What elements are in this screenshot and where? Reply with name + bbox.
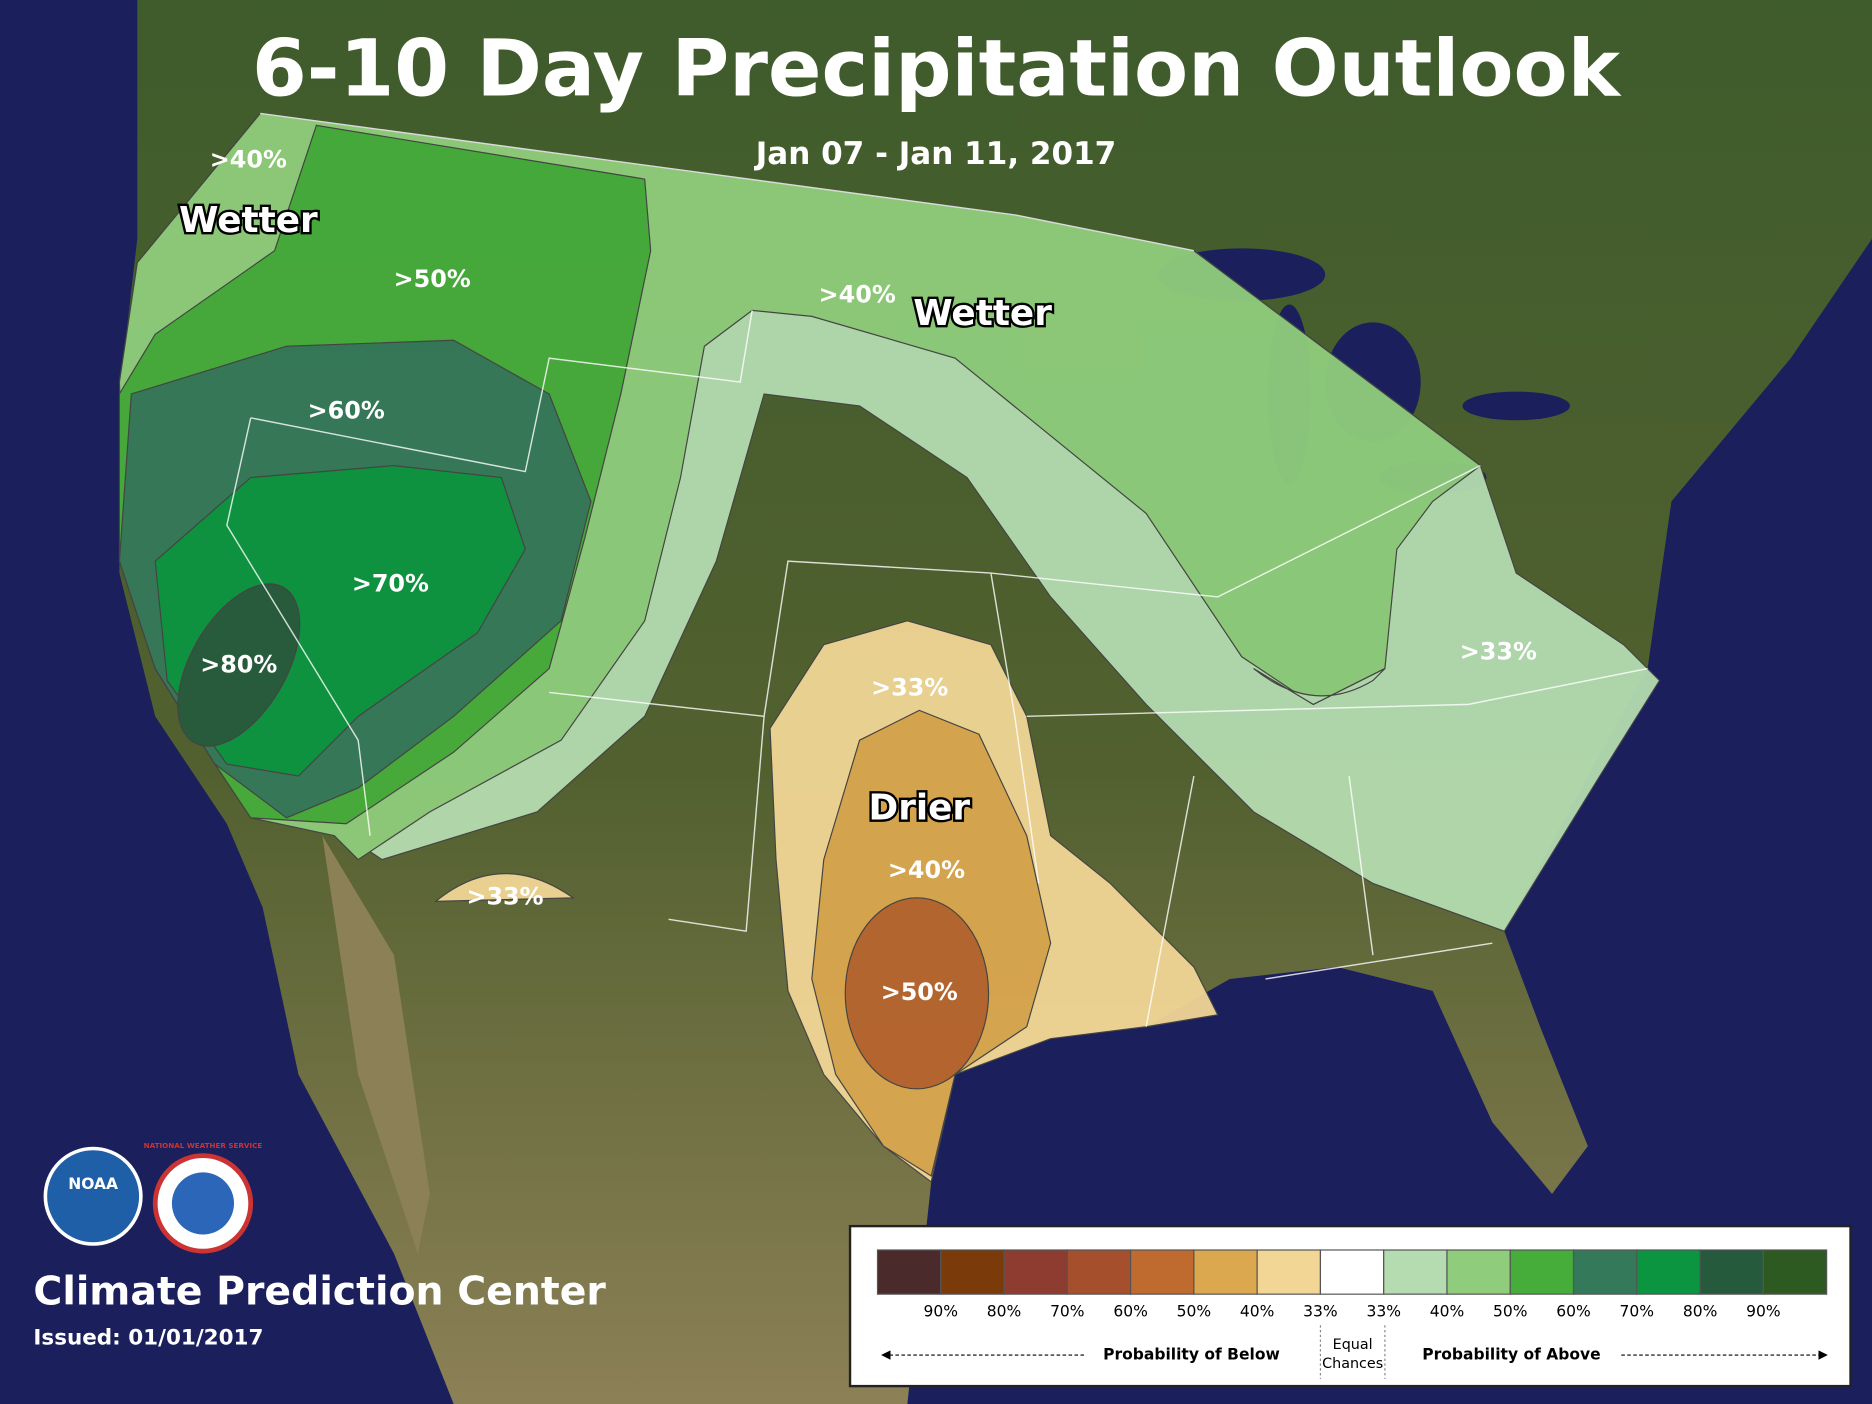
legend-swatch (1383, 1249, 1448, 1295)
legend-swatch (1446, 1249, 1511, 1295)
legend-swatch (1572, 1249, 1638, 1295)
noaa-logo-text: NOAA (68, 1175, 118, 1193)
probability-label: >50% (394, 265, 471, 293)
legend-swatch (1762, 1249, 1828, 1295)
legend-above-level: 80% (1683, 1303, 1718, 1321)
legend-swatch (1699, 1249, 1764, 1295)
legend-below-level: 33% (1303, 1303, 1338, 1321)
legend-swatch (1193, 1249, 1258, 1295)
probability-label: >40% (888, 856, 965, 884)
legend-swatch (1636, 1249, 1701, 1295)
probability-label: >70% (352, 570, 429, 598)
legend-above-level: 50% (1493, 1303, 1528, 1321)
legend-swatch (1509, 1249, 1575, 1295)
legend-above-level: 60% (1556, 1303, 1591, 1321)
legend-above-label: Probability of Above (1422, 1346, 1600, 1364)
legend-swatch (1256, 1249, 1322, 1295)
probability-label: >33% (871, 673, 948, 701)
legend-equal-label: Equal Chances (1322, 1335, 1384, 1372)
issued-date: Issued: 01/01/2017 (33, 1325, 263, 1350)
probability-label: >80% (200, 651, 277, 679)
legend-swatch (1066, 1249, 1132, 1295)
probability-label: >50% (881, 978, 958, 1006)
probability-label: >40% (210, 146, 287, 174)
title: 6-10 Day Precipitation Outlook (252, 23, 1622, 115)
region-label: Wetter (179, 200, 318, 241)
legend-below-level: 50% (1177, 1303, 1212, 1321)
legend-below-level: 60% (1113, 1303, 1148, 1321)
legend-swatch (876, 1249, 942, 1295)
region-label: Wetter (913, 293, 1052, 334)
nws-logo-text: NATIONAL WEATHER SERVICE (144, 1141, 263, 1150)
subtitle: Jan 07 - Jan 11, 2017 (754, 136, 1117, 172)
legend-above-level: 40% (1430, 1303, 1465, 1321)
outlook-contours (118, 112, 1661, 1183)
legend-above-level: 70% (1620, 1303, 1655, 1321)
state-lines (226, 112, 1648, 1027)
legend-above-level: 33% (1366, 1303, 1401, 1321)
legend-above-level: 90% (1746, 1303, 1781, 1321)
probability-label: >60% (308, 396, 385, 424)
probability-label: >33% (466, 882, 543, 910)
legend-below-label: Probability of Below (1103, 1346, 1280, 1364)
legend-swatch (1319, 1249, 1385, 1295)
legend-below-level: 40% (1240, 1303, 1275, 1321)
probability-label: >40% (819, 281, 896, 309)
legend-swatch (940, 1249, 1005, 1295)
logos: NOAA NATIONAL WEATHER SERVICE (43, 1141, 263, 1254)
probability-label: >33% (1460, 638, 1537, 666)
legend-below-level: 70% (1050, 1303, 1085, 1321)
baja (322, 835, 430, 1254)
region-label: Drier (868, 787, 970, 828)
legend: Probability of Below Probability of Abov… (848, 1224, 1852, 1388)
legend-swatch (1003, 1249, 1068, 1295)
agency: Climate Prediction Center (33, 1269, 606, 1315)
legend-swatch (1130, 1249, 1195, 1295)
legend-below-level: 90% (924, 1303, 959, 1321)
legend-below-level: 80% (987, 1303, 1022, 1321)
